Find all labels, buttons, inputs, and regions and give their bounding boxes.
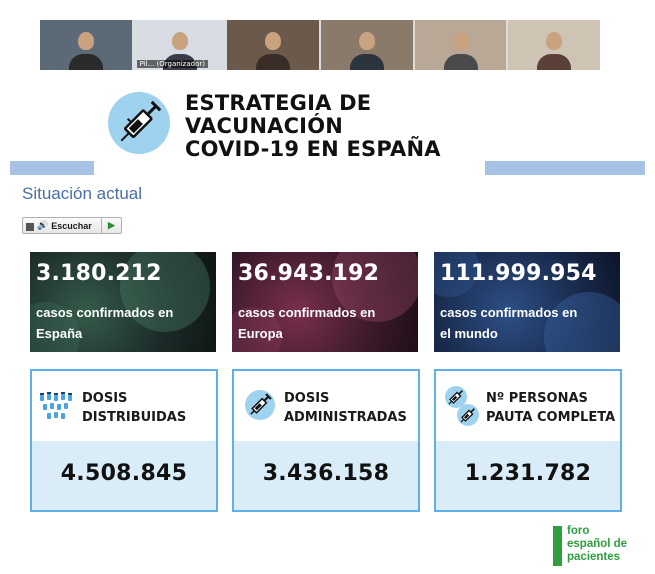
doses-administered-card: DOSIS ADMINISTRADAS 3.436.158 — [232, 369, 420, 512]
doses-distributed-card: DOSIS DISTRIBUIDAS 4.508.845 — [30, 369, 218, 512]
cases-label-line: casos confirmados en — [238, 305, 376, 320]
listen-button[interactable]: 🔊 Escuchar ▶ — [22, 217, 122, 234]
vials-icon — [38, 391, 78, 426]
dose-label-line: DISTRIBUIDAS — [82, 410, 187, 425]
foro-espanol-pacientes-logo[interactable]: foro español de pacientes — [553, 525, 651, 567]
cases-label-line: casos confirmados en — [440, 305, 578, 320]
participant-tile[interactable] — [227, 20, 320, 70]
participant-tile[interactable] — [414, 20, 507, 70]
speaker-icon: 🔊 — [37, 220, 49, 230]
stop-square-icon — [26, 223, 34, 231]
doses-distributed-label: DOSIS DISTRIBUIDAS — [82, 389, 186, 427]
cases-europe-number: 36.943.192 — [238, 261, 380, 286]
doses-administered-label: DOSIS ADMINISTRADAS — [284, 389, 407, 427]
header-band-right — [485, 161, 645, 175]
two-syringes-icon — [442, 383, 482, 432]
cases-spain-number: 3.180.212 — [36, 261, 162, 286]
header-band-left — [10, 161, 94, 175]
dose-label-line: Nº PERSONAS — [486, 391, 588, 406]
cases-label-line: Europa — [238, 326, 283, 341]
video-participants-strip: Pil... (Organizador) — [40, 20, 601, 70]
dose-label-line: ADMINISTRADAS — [284, 410, 407, 425]
cases-label-line: España — [36, 326, 83, 341]
full-vaccination-card: Nº PERSONAS PAUTA COMPLETA 1.231.782 — [434, 369, 622, 512]
play-icon[interactable]: ▶ — [101, 218, 121, 233]
full-vaccination-label: Nº PERSONAS PAUTA COMPLETA — [486, 389, 615, 427]
cases-label-line: casos confirmados en — [36, 305, 174, 320]
cases-spain-label: casos confirmados en España — [36, 302, 173, 344]
cases-world-number: 111.999.954 — [440, 261, 597, 286]
title-line: VACUNACIÓN — [185, 114, 344, 138]
dose-label-line: DOSIS — [82, 391, 128, 406]
participant-tile[interactable] — [40, 20, 132, 70]
participant-tile-organizer[interactable]: Pil... (Organizador) — [133, 20, 226, 70]
cases-europe-label: casos confirmados en Europa — [238, 302, 375, 344]
participant-tile[interactable] — [321, 20, 413, 70]
listen-label: Escuchar — [51, 220, 92, 231]
dose-label-line: DOSIS — [284, 391, 330, 406]
logo-text: foro español de pacientes — [567, 525, 627, 564]
logo-text-line: foro — [567, 525, 590, 537]
full-vaccination-value: 1.231.782 — [464, 461, 592, 486]
cases-spain-card: 3.180.212 casos confirmados en España — [30, 252, 216, 352]
section-subtitle: Situación actual — [22, 184, 143, 203]
cases-label-line: el mundo — [440, 326, 498, 341]
logo-text-line: español de — [567, 538, 628, 550]
doses-distributed-value: 4.508.845 — [60, 461, 188, 486]
logo-text-line: pacientes — [567, 551, 621, 563]
title-line: COVID-19 EN ESPAÑA — [185, 137, 441, 161]
doses-administered-value: 3.436.158 — [262, 461, 390, 486]
cases-world-label: casos confirmados en el mundo — [440, 302, 577, 344]
syringe-icon — [108, 92, 170, 154]
cases-europe-card: 36.943.192 casos confirmados en Europa — [232, 252, 418, 352]
cases-world-card: 111.999.954 casos confirmados en el mund… — [434, 252, 620, 352]
syringe-icon — [244, 389, 276, 426]
dose-label-line: PAUTA COMPLETA — [486, 410, 616, 425]
logo-mark-icon — [553, 526, 575, 566]
page-title: ESTRATEGIA DE VACUNACIÓN COVID-19 EN ESP… — [185, 92, 441, 161]
participant-name-tag: Pil... (Organizador) — [136, 60, 208, 68]
title-line: ESTRATEGIA DE — [185, 91, 372, 115]
participant-tile[interactable] — [508, 20, 601, 70]
